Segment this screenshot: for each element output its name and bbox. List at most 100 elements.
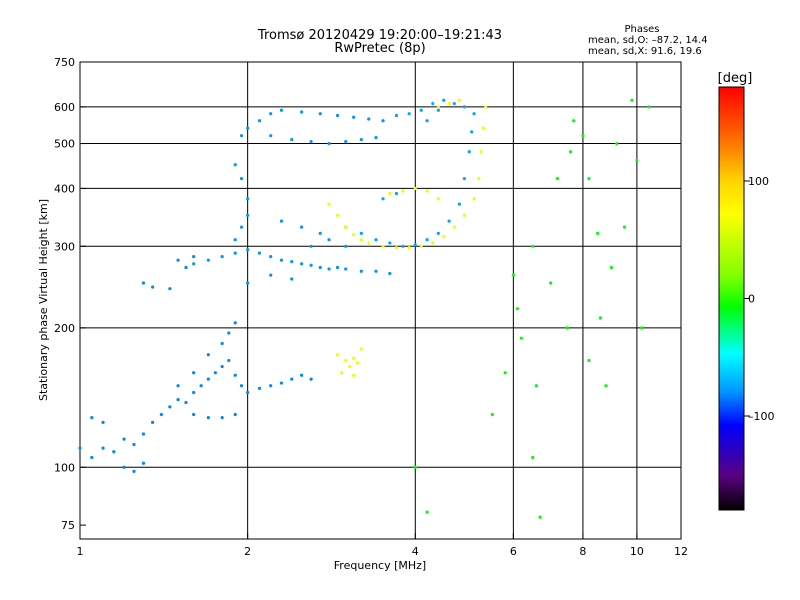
data-point bbox=[419, 108, 423, 112]
data-point bbox=[150, 285, 155, 289]
y-tick-label: 300 bbox=[54, 240, 75, 253]
data-point bbox=[565, 326, 569, 330]
data-point bbox=[477, 177, 481, 181]
data-point bbox=[531, 244, 535, 248]
data-point bbox=[352, 232, 356, 237]
data-point bbox=[159, 412, 163, 417]
colorbar bbox=[718, 86, 745, 511]
y-tick-label: 400 bbox=[54, 182, 75, 195]
data-point bbox=[484, 105, 488, 109]
data-point bbox=[290, 260, 294, 264]
data-point bbox=[407, 112, 411, 116]
data-point bbox=[381, 197, 385, 201]
data-point bbox=[462, 105, 466, 109]
data-point bbox=[246, 281, 250, 285]
data-point bbox=[425, 238, 429, 242]
data-point bbox=[335, 353, 340, 357]
data-point bbox=[447, 219, 451, 223]
data-point bbox=[269, 112, 273, 116]
x-tick-label: 1 bbox=[77, 545, 84, 558]
data-point bbox=[388, 191, 392, 196]
data-point bbox=[279, 258, 284, 262]
grid-layer bbox=[80, 62, 681, 539]
colorbar-tick-label: –100 bbox=[748, 410, 775, 423]
data-point bbox=[413, 186, 417, 191]
data-point bbox=[595, 231, 600, 235]
data-point bbox=[425, 189, 429, 193]
data-point bbox=[630, 98, 634, 102]
data-point bbox=[436, 197, 440, 201]
x-tick-label: 12 bbox=[674, 545, 688, 558]
data-point bbox=[604, 384, 608, 388]
data-point bbox=[388, 241, 392, 245]
data-point bbox=[300, 110, 304, 114]
x-axis-label: Frequency [MHz] bbox=[334, 559, 426, 572]
colorbar-label: [deg] bbox=[718, 71, 753, 86]
data-point bbox=[531, 455, 535, 460]
data-point bbox=[206, 353, 210, 357]
data-point bbox=[327, 202, 331, 206]
chart-title-line2: RwPretec (8p) bbox=[334, 41, 425, 56]
data-point bbox=[581, 134, 585, 138]
data-point bbox=[90, 455, 94, 460]
data-point bbox=[233, 412, 237, 417]
data-point bbox=[344, 244, 348, 248]
data-point bbox=[635, 158, 639, 162]
data-point bbox=[318, 265, 322, 270]
data-point bbox=[327, 141, 331, 146]
data-point bbox=[374, 269, 378, 273]
data-point bbox=[515, 307, 519, 311]
data-point bbox=[206, 377, 210, 381]
data-point bbox=[436, 231, 440, 235]
data-point bbox=[615, 141, 619, 146]
data-point bbox=[112, 450, 116, 454]
data-point bbox=[335, 213, 340, 217]
data-point bbox=[141, 432, 146, 436]
data-point bbox=[413, 243, 417, 247]
data-point bbox=[335, 265, 340, 270]
phases-heading: Phases bbox=[624, 24, 659, 35]
data-point bbox=[309, 244, 313, 248]
data-point bbox=[457, 202, 461, 206]
data-point bbox=[233, 238, 237, 242]
data-point bbox=[150, 420, 155, 424]
data-point bbox=[394, 191, 399, 196]
data-point bbox=[192, 371, 196, 375]
data-point bbox=[290, 137, 294, 142]
data-point bbox=[192, 262, 196, 266]
x-tick-labels: 1 2 4 6 8 10 12 bbox=[77, 533, 688, 558]
data-point bbox=[442, 98, 446, 102]
data-point bbox=[431, 241, 435, 245]
data-point bbox=[609, 265, 614, 270]
data-point bbox=[503, 371, 507, 375]
data-point bbox=[269, 273, 273, 277]
data-point bbox=[78, 446, 82, 450]
data-point bbox=[479, 150, 483, 154]
data-point bbox=[246, 248, 250, 252]
data-point bbox=[467, 150, 471, 154]
data-point bbox=[227, 358, 231, 363]
data-point bbox=[269, 255, 273, 259]
data-point bbox=[457, 98, 461, 102]
data-point bbox=[257, 386, 262, 391]
data-point bbox=[141, 281, 146, 285]
data-point bbox=[233, 163, 237, 167]
y-tick-labels: 75 100 200 300 400 500 600 750 bbox=[54, 56, 86, 532]
data-point bbox=[132, 469, 136, 473]
data-point bbox=[300, 225, 304, 229]
data-point bbox=[401, 244, 405, 248]
data-point bbox=[309, 263, 313, 267]
data-point bbox=[413, 465, 417, 469]
data-point bbox=[227, 331, 231, 335]
data-point bbox=[367, 117, 371, 121]
data-point bbox=[394, 113, 399, 118]
data-point bbox=[587, 177, 591, 181]
data-point bbox=[239, 225, 244, 229]
data-point bbox=[122, 437, 126, 441]
data-point bbox=[534, 384, 539, 388]
data-point bbox=[122, 465, 126, 469]
data-point bbox=[220, 364, 224, 369]
data-point bbox=[470, 130, 474, 134]
plot-area bbox=[79, 61, 682, 540]
